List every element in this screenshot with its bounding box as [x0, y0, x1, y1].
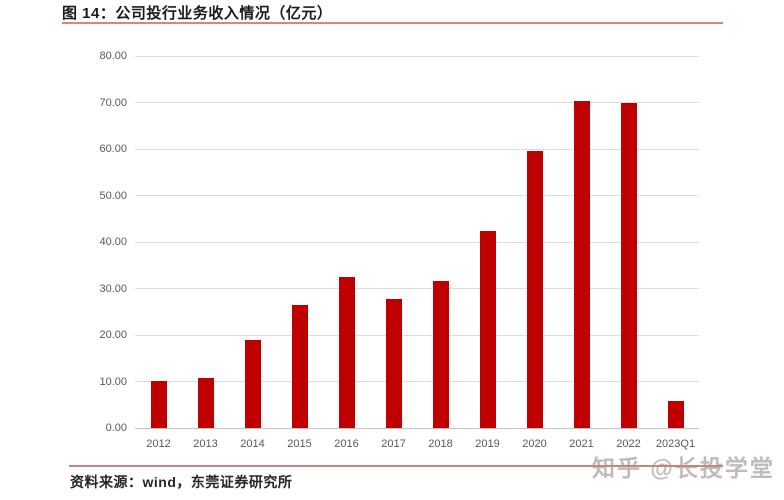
bar-2012	[150, 381, 167, 428]
y-tick-10: 10.00	[99, 375, 127, 388]
plot-area	[135, 55, 699, 429]
y-tick-70: 70.00	[99, 96, 127, 109]
x-tick-2016: 2016	[334, 438, 359, 450]
x-tick-2019: 2019	[475, 438, 500, 450]
gridline-50	[135, 195, 699, 196]
bar-2015	[291, 305, 308, 428]
bar-2017	[385, 298, 402, 428]
bar-2016	[338, 276, 355, 428]
bar-2019	[479, 230, 496, 428]
y-tick-80: 80.00	[99, 50, 127, 62]
x-tick-2013: 2013	[193, 438, 218, 450]
x-tick-2015: 2015	[287, 438, 312, 450]
x-tick-2023Q1: 2023Q1	[655, 438, 696, 450]
gridline-70	[135, 102, 699, 103]
gridline-80	[135, 55, 699, 57]
y-tick-0: 0.00	[105, 422, 127, 434]
title-underline	[62, 22, 723, 24]
bar-2014	[244, 340, 261, 428]
x-tick-2017: 2017	[381, 438, 406, 450]
gridline-30	[135, 288, 699, 289]
x-tick-2014: 2014	[240, 438, 265, 450]
gridline-20	[135, 334, 699, 336]
bar-2021	[573, 100, 590, 428]
gridline-0	[135, 427, 699, 429]
y-tick-40: 40.00	[99, 236, 127, 248]
y-tick-50: 50.00	[99, 189, 127, 202]
bar-2013	[197, 377, 214, 428]
x-tick-2021: 2021	[569, 438, 594, 450]
watermark: 知乎 @长投学堂	[592, 455, 775, 481]
y-tick-20: 20.00	[99, 329, 127, 341]
bar-2018	[432, 281, 449, 428]
y-tick-60: 60.00	[99, 143, 127, 155]
footer-rule	[69, 465, 723, 467]
bar-2023Q1	[667, 400, 684, 428]
x-tick-2018: 2018	[428, 438, 453, 450]
gridline-40	[135, 241, 699, 243]
source-note: 资料来源：wind，东莞证券研究所	[70, 474, 293, 490]
y-tick-30: 30.00	[99, 282, 127, 295]
x-tick-2020: 2020	[522, 438, 547, 450]
bar-2020	[526, 150, 543, 428]
bar-2022	[620, 102, 637, 428]
gridline-60	[135, 148, 699, 150]
x-tick-2022: 2022	[616, 438, 641, 450]
gridline-10	[135, 381, 699, 382]
figure-title: 图 14：公司投行业务收入情况（亿元）	[62, 5, 333, 22]
x-tick-2012: 2012	[146, 438, 171, 450]
